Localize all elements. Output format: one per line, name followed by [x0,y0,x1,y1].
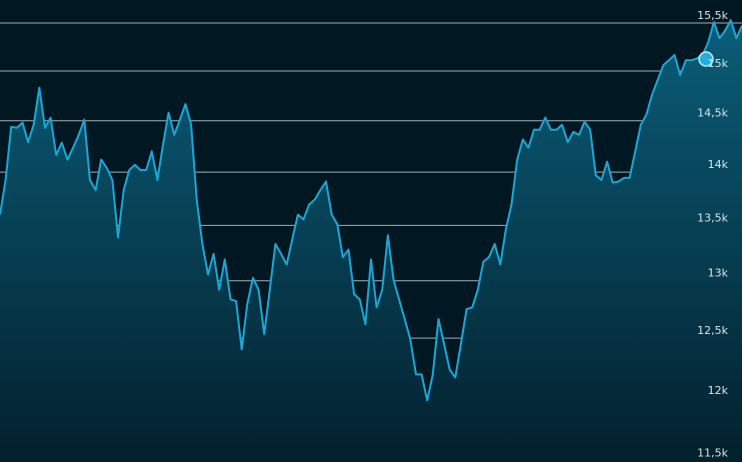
y-tick-label: 14,5k [697,107,728,120]
area-fill [0,20,742,462]
series-line [0,19,742,402]
current-value-marker[interactable] [698,51,714,67]
y-tick-label: 11,5k [697,446,728,459]
y-tick-label: 12,5k [697,324,728,337]
y-tick-label: 13,5k [697,211,728,224]
y-tick-label: 15,5k [697,9,728,22]
y-tick-label: 15k [708,57,729,70]
y-tick-label: 13k [708,267,729,280]
y-tick-label: 14k [708,158,729,171]
y-tick-label: 12k [708,384,729,397]
